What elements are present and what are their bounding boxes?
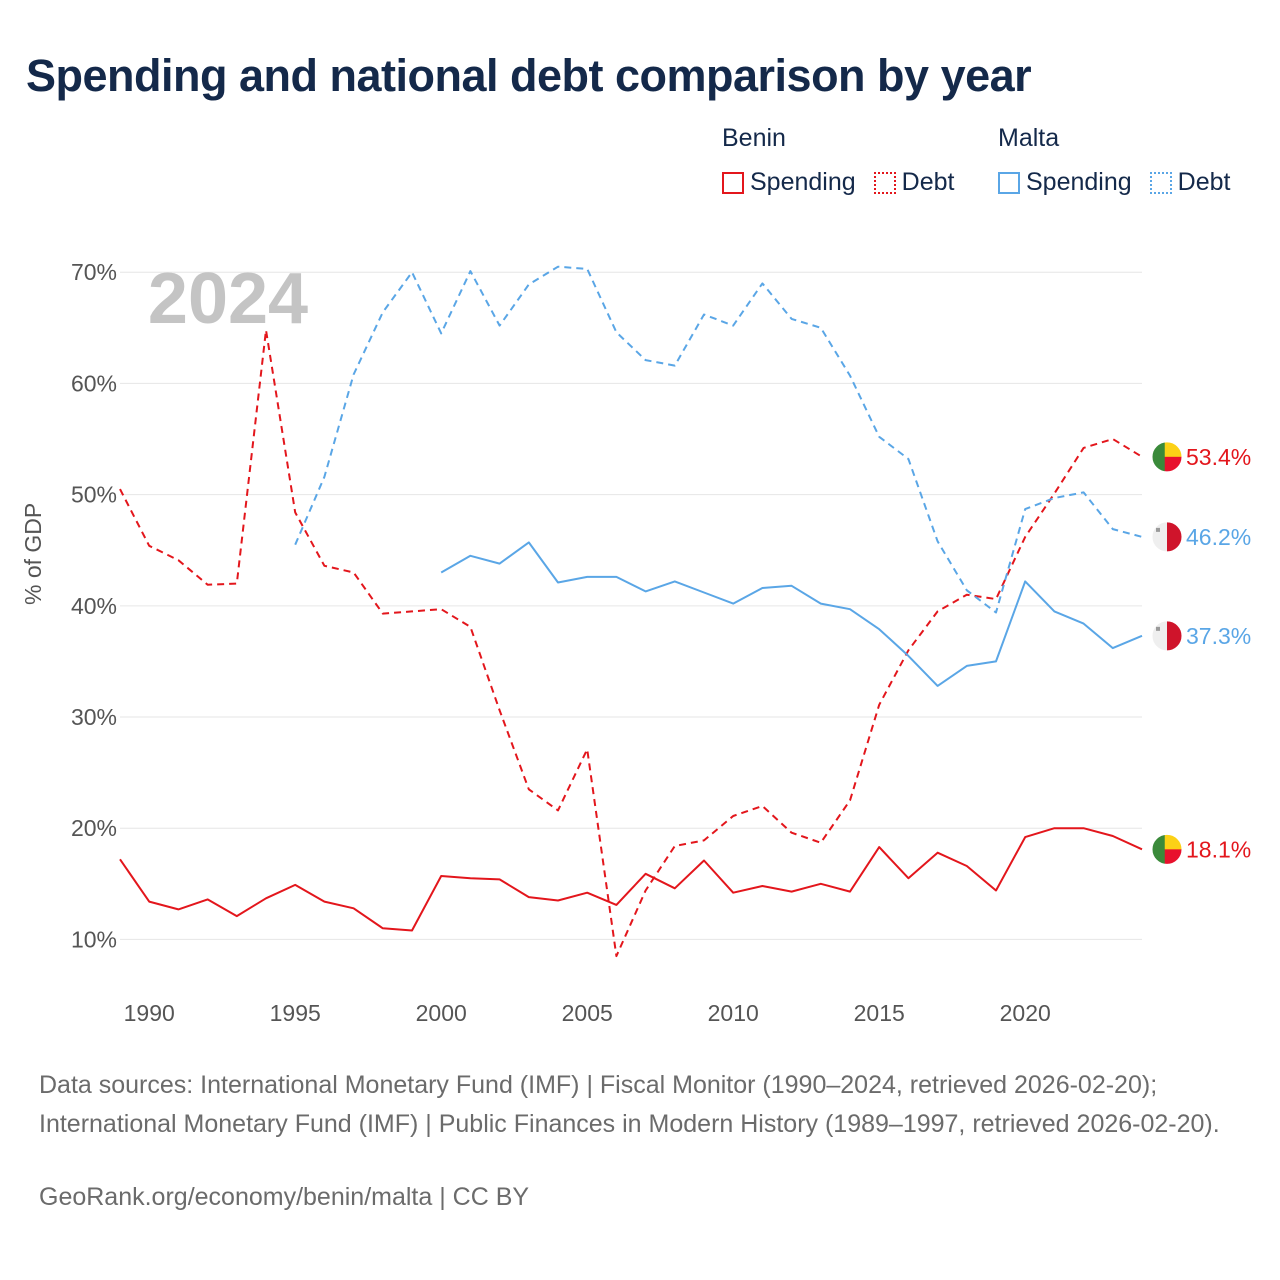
legend-malta-spending[interactable]: Spending: [998, 168, 1132, 197]
legend-country-malta: Malta: [998, 124, 1060, 152]
series-line-malta-spending[interactable]: [440, 541, 1143, 687]
y-tick-label: 70%: [71, 259, 117, 285]
end-value-label: 46.2%: [1186, 524, 1251, 550]
chart-title: Spending and national debt comparison by…: [26, 50, 1032, 101]
data-sources: Data sources: International Monetary Fun…: [39, 1071, 1220, 1138]
legend-country-benin: Benin: [722, 124, 786, 152]
x-tick-label: 2010: [708, 1000, 759, 1026]
x-tick-label: 2000: [416, 1000, 467, 1026]
end-value-label: 53.4%: [1186, 444, 1251, 470]
legend-benin-spending[interactable]: Spending: [722, 168, 856, 197]
y-tick-label: 10%: [71, 926, 117, 952]
x-tick-label: 2005: [562, 1000, 613, 1026]
solid-line-swatch-icon: [722, 171, 744, 194]
year-badge: 2024: [148, 259, 308, 339]
legend-malta-debt[interactable]: Debt: [1149, 168, 1231, 197]
line-chart: 10% 20% 30% 40% 50% 60% 70% 1990 1995 2000 2005 201…: [71, 259, 1251, 1026]
series-line-benin-debt[interactable]: [119, 329, 1143, 958]
y-tick-label: 30%: [71, 704, 117, 730]
malta-flag-icon: [1151, 620, 1183, 652]
benin-flag-icon: [1151, 833, 1183, 865]
solid-line-swatch-icon: [998, 171, 1020, 194]
legend-label: Debt: [901, 168, 955, 196]
y-tick-label: 60%: [71, 370, 117, 396]
legend-benin-debt[interactable]: Debt: [873, 168, 955, 197]
y-tick-label: 50%: [71, 482, 117, 508]
dotted-line-swatch-icon: [873, 171, 896, 194]
legend-label: Spending: [750, 168, 856, 196]
end-value-label: 37.3%: [1186, 623, 1251, 649]
x-tick-label: 2015: [854, 1000, 905, 1026]
legend-benin: Benin Spending Debt: [722, 124, 972, 197]
x-tick-label: 1995: [270, 1000, 321, 1026]
x-tick-label: 1990: [124, 1000, 175, 1026]
y-tick-label: 40%: [71, 593, 117, 619]
y-tick-label: 20%: [71, 815, 117, 841]
credit-link[interactable]: GeoRank.org/economy/benin/malta | CC BY: [39, 1183, 530, 1211]
end-value-label: 18.1%: [1186, 836, 1251, 862]
legend-label: Spending: [1026, 168, 1132, 196]
legend-label: Debt: [1177, 168, 1231, 196]
malta-flag-icon: [1151, 521, 1183, 553]
benin-flag-icon: [1151, 441, 1183, 473]
x-tick-label: 2020: [1000, 1000, 1051, 1026]
legend-malta: Malta Spending Debt: [998, 124, 1230, 197]
series-line-benin-spending[interactable]: [119, 827, 1143, 932]
dotted-line-swatch-icon: [1149, 171, 1172, 194]
